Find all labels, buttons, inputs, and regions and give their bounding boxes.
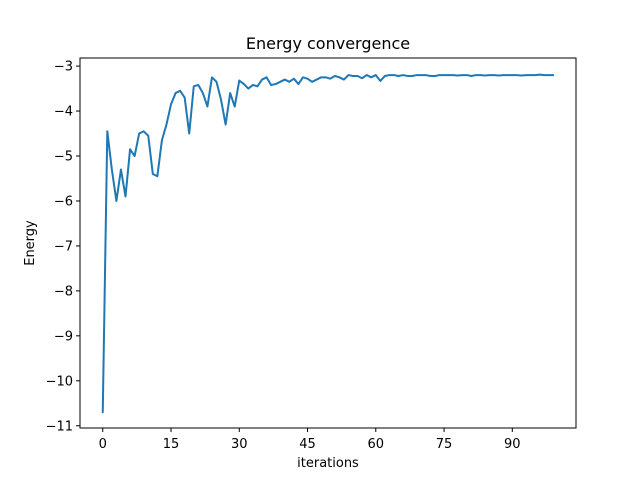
y-axis: −3 −4 −5 −6 −7 −8 −9 −10 −11 — [46, 60, 80, 434]
y-tick-label: −5 — [54, 150, 73, 165]
y-tick-label: −10 — [46, 374, 73, 389]
x-tick-label: 75 — [436, 437, 453, 452]
chart-title: Energy convergence — [246, 34, 410, 53]
x-tick-label: 45 — [299, 437, 316, 452]
y-tick-label: −3 — [54, 60, 73, 75]
x-tick-label: 60 — [368, 437, 385, 452]
y-tick-label: −8 — [54, 284, 73, 299]
plot-frame — [79, 57, 577, 429]
y-axis-label: Energy — [23, 220, 38, 266]
series-line-energy — [101, 73, 555, 414]
y-tick-label: −9 — [54, 329, 73, 344]
x-tick-label: 15 — [163, 437, 180, 452]
y-tick-label: −4 — [54, 105, 73, 120]
y-tick-label: −6 — [54, 194, 73, 209]
y-tick-label: −7 — [54, 239, 73, 254]
x-axis: 0 15 30 45 60 75 90 — [99, 428, 521, 452]
y-tick-label: −11 — [46, 419, 73, 434]
x-axis-label: iterations — [297, 456, 359, 471]
x-tick-label: 90 — [504, 437, 521, 452]
x-tick-label: 30 — [231, 437, 248, 452]
x-tick-label: 0 — [99, 437, 107, 452]
